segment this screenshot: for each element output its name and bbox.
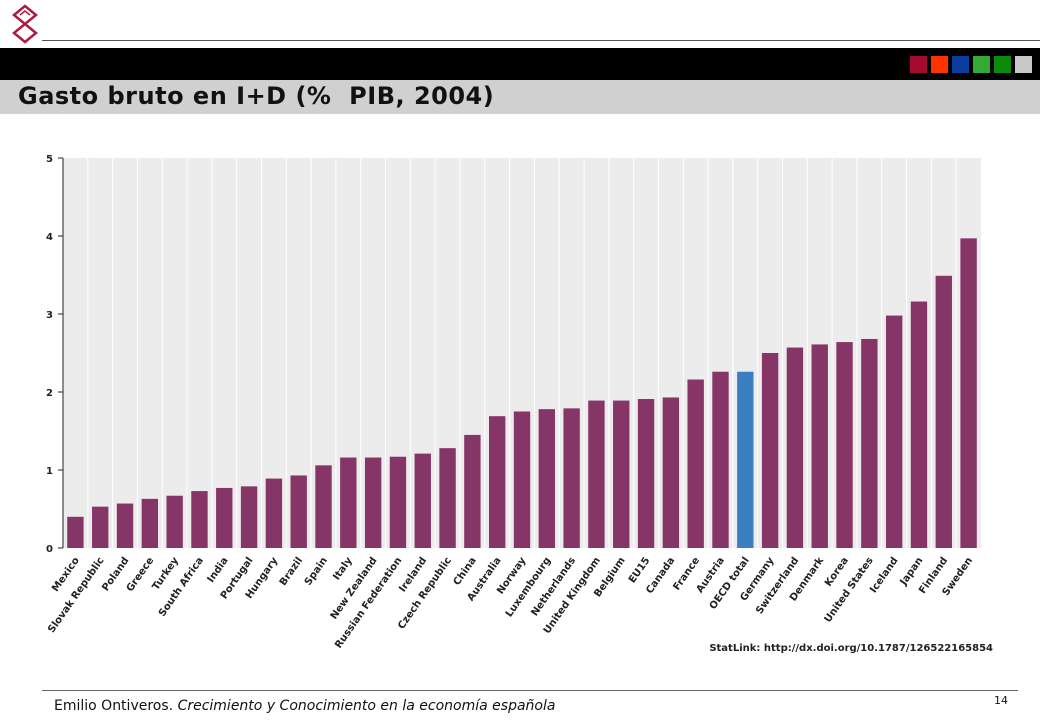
y-tick-label: 5 bbox=[46, 154, 53, 165]
statlink-label: StatLink: http://dx.doi.org/10.1787/1265… bbox=[709, 643, 993, 654]
bar bbox=[737, 371, 754, 548]
y-tick-label: 3 bbox=[46, 310, 53, 321]
color-square bbox=[952, 56, 969, 73]
bar bbox=[414, 453, 431, 548]
bar bbox=[836, 342, 853, 548]
bar bbox=[290, 475, 307, 548]
bar bbox=[761, 353, 779, 548]
footer-rule bbox=[42, 690, 1018, 691]
bar bbox=[489, 416, 506, 548]
footer-work: Crecimiento y Conocimiento en la economí… bbox=[177, 698, 556, 714]
footer-citation: Emilio Ontiveros. Crecimiento y Conocimi… bbox=[54, 698, 555, 714]
title-band bbox=[0, 80, 1040, 114]
header-rule bbox=[42, 40, 1040, 41]
footer-author: Emilio Ontiveros. bbox=[54, 698, 174, 714]
bar bbox=[92, 506, 109, 548]
color-square bbox=[973, 56, 990, 73]
color-square bbox=[994, 56, 1011, 73]
bar bbox=[885, 315, 903, 548]
bar bbox=[861, 338, 878, 548]
bar bbox=[712, 371, 729, 548]
bar bbox=[166, 495, 183, 548]
y-tick-label: 4 bbox=[46, 232, 53, 243]
bar bbox=[935, 275, 952, 548]
bar bbox=[538, 409, 555, 548]
x-tick-label: Spain bbox=[303, 555, 330, 587]
bar bbox=[910, 301, 928, 548]
page-number: 14 bbox=[994, 694, 1008, 707]
y-tick-label: 2 bbox=[46, 388, 53, 399]
bar bbox=[67, 516, 84, 548]
x-tick-label: Italy bbox=[331, 555, 355, 582]
bar bbox=[191, 491, 208, 548]
x-tick-label: India bbox=[206, 555, 231, 584]
x-tick-label: Brazil bbox=[278, 555, 305, 588]
bar bbox=[613, 400, 630, 548]
bar bbox=[588, 400, 605, 548]
header-band bbox=[0, 48, 1040, 80]
bar bbox=[315, 465, 332, 548]
bar bbox=[786, 347, 804, 548]
slide-title: Gasto bruto en I+D (% PIB, 2004) bbox=[18, 82, 495, 110]
bar bbox=[439, 448, 456, 548]
bar bbox=[240, 486, 258, 548]
y-tick-label: 0 bbox=[46, 544, 53, 555]
bar bbox=[687, 379, 704, 548]
bar bbox=[141, 498, 159, 548]
bar bbox=[811, 344, 828, 548]
bar bbox=[464, 434, 481, 548]
bar bbox=[513, 411, 531, 548]
color-squares bbox=[910, 56, 1032, 73]
color-square bbox=[1015, 56, 1032, 73]
x-tick-label: EU15 bbox=[627, 555, 653, 585]
logo-icon bbox=[12, 4, 38, 44]
bar bbox=[960, 238, 977, 548]
x-tick-label: United States bbox=[823, 555, 876, 625]
bar bbox=[340, 457, 357, 548]
bar bbox=[563, 408, 580, 548]
color-square bbox=[931, 56, 948, 73]
color-square bbox=[910, 56, 927, 73]
bar bbox=[389, 456, 407, 548]
y-tick-label: 1 bbox=[46, 466, 53, 477]
bar bbox=[662, 397, 680, 548]
bar bbox=[265, 478, 283, 548]
bar bbox=[637, 399, 655, 548]
bar bbox=[364, 457, 382, 548]
bar bbox=[116, 503, 134, 548]
bar bbox=[216, 487, 233, 548]
